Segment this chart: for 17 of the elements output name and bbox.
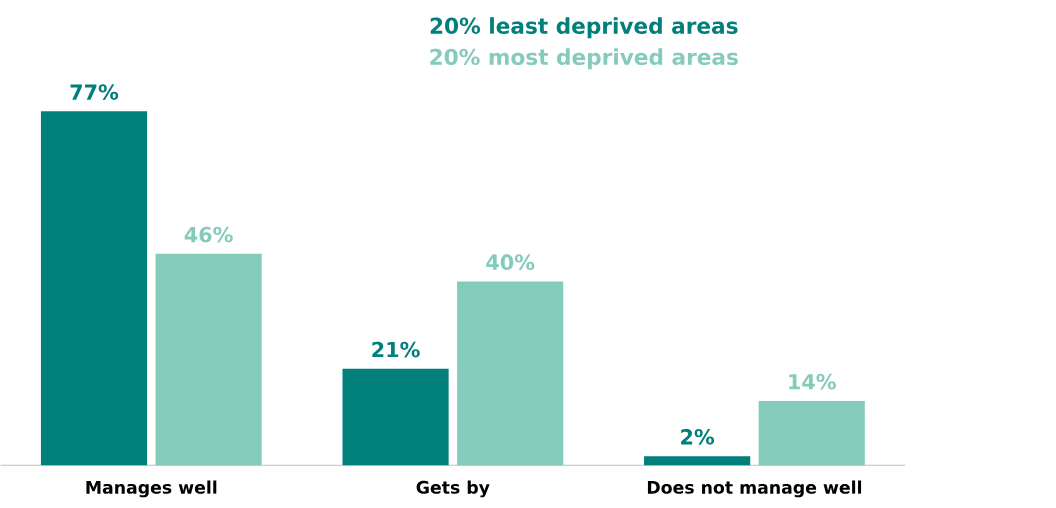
data-label: 2%: [681, 429, 715, 445]
bar: [457, 281, 564, 466]
data-label: 77%: [70, 84, 119, 101]
bar: [342, 368, 449, 466]
data-label: 40%: [486, 254, 535, 271]
text: 20% most deprived areas: [430, 48, 738, 70]
bar: [155, 254, 262, 466]
bar: [644, 456, 751, 466]
data-label: 46%: [184, 226, 233, 243]
text: 20% least deprived areas: [430, 17, 738, 39]
x-tick-label: Does not manage well: [647, 480, 862, 498]
x-tick-label: Gets by: [416, 480, 490, 498]
bar: [758, 401, 865, 466]
bar: [40, 111, 148, 466]
data-label: 14%: [789, 373, 836, 390]
x-tick-label: Manages well: [86, 480, 217, 498]
data-label: 21%: [372, 341, 420, 358]
